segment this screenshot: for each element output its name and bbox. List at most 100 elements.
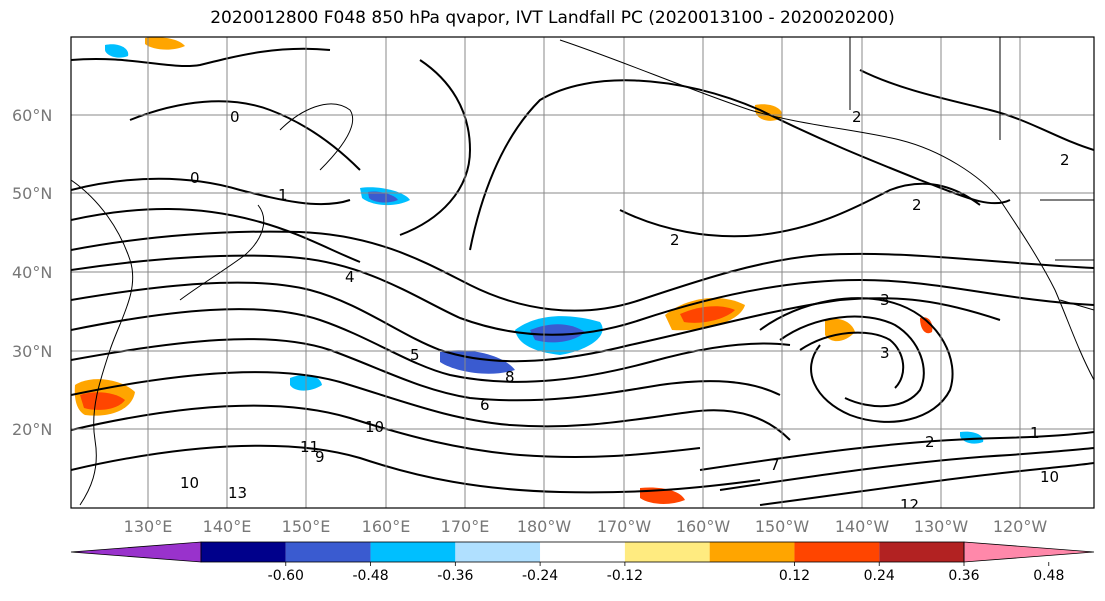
colorbar-swatch bbox=[879, 542, 964, 562]
contour-label: 3 bbox=[880, 344, 890, 362]
contour-line bbox=[71, 371, 791, 441]
colorbar-tick-label: 0.48 bbox=[1033, 568, 1064, 584]
contour-label: 7 bbox=[770, 456, 780, 474]
lat-label: 40°N bbox=[12, 263, 52, 282]
contour-label: 10 bbox=[1040, 468, 1059, 486]
contour-line bbox=[71, 47, 331, 68]
colorbar-swatch bbox=[624, 542, 710, 562]
coastline-japan bbox=[179, 204, 265, 301]
lon-label: 130°E bbox=[124, 517, 173, 536]
contour-label: 3 bbox=[880, 291, 890, 309]
contour-line bbox=[71, 444, 761, 494]
contour-label: 4 bbox=[345, 268, 355, 286]
lat-label: 50°N bbox=[12, 184, 52, 203]
colorbar-swatch bbox=[285, 542, 371, 562]
colorbar-tick-label: -0.48 bbox=[352, 568, 388, 584]
colorbar-swatch bbox=[794, 542, 880, 562]
contour-label: 12 bbox=[900, 496, 919, 514]
contour-label: 2 bbox=[925, 433, 935, 451]
contour-label: 1 bbox=[1030, 424, 1040, 442]
coastline-na-west bbox=[999, 199, 1094, 381]
lon-label: 140°E bbox=[203, 517, 252, 536]
colorbar-swatch bbox=[201, 542, 286, 562]
colorbar-tick-label: 0.24 bbox=[864, 568, 895, 584]
shaded-patch bbox=[368, 191, 398, 203]
contour-label: 0 bbox=[230, 108, 240, 126]
lon-label: 160°W bbox=[676, 517, 731, 536]
colorbar-swatch bbox=[370, 542, 456, 562]
map-frame bbox=[70, 36, 1095, 509]
colorbar-tick-label: -0.24 bbox=[522, 568, 558, 584]
shaded-patch bbox=[80, 392, 125, 410]
contour-layer bbox=[71, 47, 1094, 506]
colorbar-frame bbox=[200, 541, 965, 563]
colorbar-tick-label: -0.60 bbox=[268, 568, 304, 584]
contour-line bbox=[71, 281, 1001, 363]
colorbar-tick-label: -0.36 bbox=[437, 568, 473, 584]
lon-label: 150°E bbox=[282, 517, 331, 536]
contour-line bbox=[71, 254, 1094, 336]
contour-label: 2 bbox=[912, 196, 922, 214]
contour-label: 10 bbox=[365, 418, 384, 436]
lon-label: 160°E bbox=[362, 517, 411, 536]
shaded-patch bbox=[960, 431, 984, 444]
shaded-patch bbox=[145, 37, 185, 50]
colorbar-swatch bbox=[540, 542, 625, 562]
colorbar-tick-label: -0.12 bbox=[607, 568, 643, 584]
lon-label: 150°W bbox=[755, 517, 810, 536]
colorbar-min-extend bbox=[70, 541, 202, 563]
lon-label: 180°W bbox=[517, 517, 572, 536]
lat-label: 60°N bbox=[12, 106, 52, 125]
contour-label: 10 bbox=[180, 474, 199, 492]
contour-label: 11 bbox=[300, 438, 319, 456]
contour-line bbox=[799, 331, 905, 389]
graticule bbox=[71, 37, 1094, 508]
contour-label: 2 bbox=[670, 231, 680, 249]
contour-line bbox=[759, 462, 1094, 506]
coastlines bbox=[71, 37, 1094, 506]
contour-label: 13 bbox=[228, 484, 247, 502]
contour-line bbox=[129, 100, 361, 171]
contour-label-group: 0 0 1 2 2 2 2 4 5 8 6 3 10 11 13 12 10 1… bbox=[180, 108, 1070, 514]
shaded-patch bbox=[680, 306, 735, 323]
contour-line bbox=[779, 315, 925, 408]
colorbar-swatch bbox=[709, 542, 795, 562]
contour-line bbox=[71, 338, 781, 402]
contour-label: 0 bbox=[190, 169, 200, 187]
contour-line bbox=[71, 404, 701, 459]
contour-label: 2 bbox=[852, 108, 862, 126]
shaded-patch bbox=[920, 317, 933, 334]
lat-label: 30°N bbox=[12, 342, 52, 361]
colorbar-tick-label: 0.12 bbox=[779, 568, 810, 584]
lon-label: 140°W bbox=[835, 517, 890, 536]
colorbar-max-extend bbox=[963, 541, 1095, 563]
lon-label: 170°E bbox=[441, 517, 490, 536]
coastline-asia bbox=[71, 179, 134, 506]
colorbar: -0.60 -0.48 -0.36 -0.24 -0.12 0.12 0.24 0.36 0.4… bbox=[70, 541, 1095, 584]
contour-line bbox=[469, 79, 1011, 251]
contour-line bbox=[399, 59, 472, 236]
contour-line bbox=[71, 208, 361, 263]
lon-label: 170°W bbox=[597, 517, 652, 536]
contour-line bbox=[699, 431, 1094, 471]
coastline-alaska bbox=[559, 39, 1001, 201]
lon-label: 130°W bbox=[914, 517, 969, 536]
lat-axis: 60°N 50°N 40°N 30°N 20°N bbox=[12, 106, 52, 439]
contour-line bbox=[859, 69, 1094, 151]
contour-line bbox=[719, 447, 1094, 491]
coastline-kamchatka bbox=[279, 103, 354, 171]
shaded-patch bbox=[105, 44, 129, 58]
contour-label: 6 bbox=[480, 396, 490, 414]
contour-label: 5 bbox=[410, 346, 420, 364]
contour-label: 1 bbox=[278, 186, 288, 204]
contour-label: 8 bbox=[505, 368, 515, 386]
map-panel: 0 0 1 2 2 2 2 4 5 8 6 3 10 11 13 12 10 1… bbox=[70, 36, 1095, 514]
contour-line bbox=[71, 308, 791, 383]
colorbar-swatch bbox=[455, 542, 541, 562]
contour-label: 9 bbox=[315, 448, 325, 466]
lon-label: 120°W bbox=[993, 517, 1048, 536]
state-border bbox=[849, 37, 1094, 311]
contour-line bbox=[71, 177, 351, 206]
lon-axis: 130°E 140°E 150°E 160°E 170°E 180°W 170°… bbox=[124, 517, 1048, 536]
